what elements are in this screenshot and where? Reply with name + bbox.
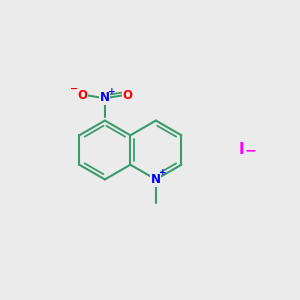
Text: −: − bbox=[245, 143, 256, 157]
Text: −: − bbox=[70, 84, 78, 94]
Text: O: O bbox=[123, 89, 133, 102]
Text: +: + bbox=[159, 169, 167, 178]
Text: I: I bbox=[238, 142, 244, 158]
Text: N: N bbox=[100, 91, 110, 104]
Text: O: O bbox=[77, 89, 87, 102]
Text: N: N bbox=[151, 173, 161, 186]
Text: +: + bbox=[108, 87, 116, 96]
